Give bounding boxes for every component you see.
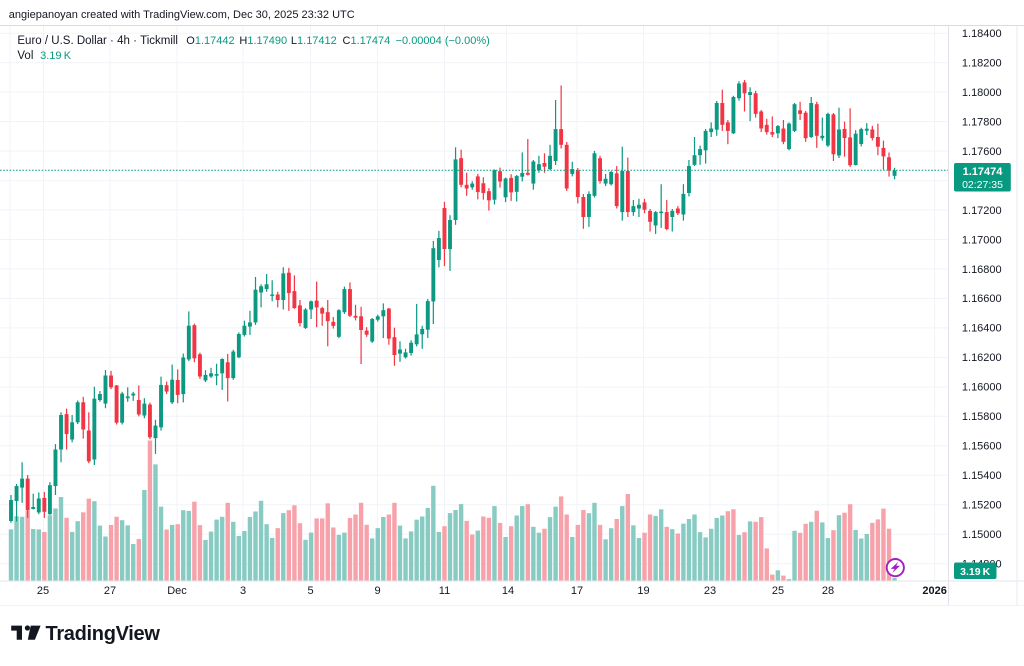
svg-text:3.19 K: 3.19 K	[960, 566, 991, 578]
svg-text:5: 5	[307, 585, 313, 597]
svg-text:1.15000: 1.15000	[962, 529, 1002, 541]
svg-text:3.19 K: 3.19 K	[40, 50, 72, 62]
svg-text:1.15400: 1.15400	[962, 470, 1002, 482]
svg-text:1.16000: 1.16000	[962, 382, 1002, 394]
svg-text:1.18400: 1.18400	[962, 28, 1002, 40]
svg-text:1.17474: 1.17474	[963, 166, 1004, 178]
svg-text:3: 3	[240, 585, 246, 597]
svg-text:17: 17	[571, 585, 583, 597]
svg-text:1.18200: 1.18200	[962, 58, 1002, 70]
svg-text:1.16200: 1.16200	[962, 352, 1002, 364]
svg-text:1.16400: 1.16400	[962, 323, 1002, 335]
svg-text:11: 11	[439, 585, 450, 597]
svg-text:1.18000: 1.18000	[962, 87, 1002, 99]
svg-text:23: 23	[704, 585, 716, 597]
svg-text:1.16800: 1.16800	[962, 264, 1002, 276]
svg-text:1.15600: 1.15600	[962, 441, 1002, 453]
svg-text:1.15800: 1.15800	[962, 411, 1002, 423]
svg-text:1.15200: 1.15200	[962, 500, 1002, 512]
svg-text:1.17600: 1.17600	[962, 146, 1002, 158]
svg-text:25: 25	[772, 585, 784, 597]
svg-text:19: 19	[637, 585, 649, 597]
svg-text:28: 28	[822, 585, 834, 597]
svg-text:1.17200: 1.17200	[962, 205, 1002, 217]
svg-text:angiepanoyan created with Trad: angiepanoyan created with TradingView.co…	[9, 9, 355, 21]
svg-text:1.17800: 1.17800	[962, 116, 1002, 128]
svg-text:27: 27	[104, 585, 116, 597]
svg-text:2026: 2026	[922, 585, 946, 597]
svg-text:Euro / U.S. Dollar · 4h · Tick: Euro / U.S. Dollar · 4h · Tickmill	[17, 35, 178, 47]
svg-text:1.17000: 1.17000	[962, 234, 1002, 246]
svg-text:14: 14	[502, 585, 514, 597]
svg-text:Vol: Vol	[17, 50, 33, 62]
svg-text:25: 25	[37, 585, 49, 597]
svg-text:02:27:35: 02:27:35	[962, 179, 1003, 191]
svg-text:Dec: Dec	[167, 585, 187, 597]
svg-text:1.16600: 1.16600	[962, 293, 1002, 305]
svg-text:TradingView: TradingView	[46, 623, 161, 645]
svg-text:9: 9	[374, 585, 380, 597]
